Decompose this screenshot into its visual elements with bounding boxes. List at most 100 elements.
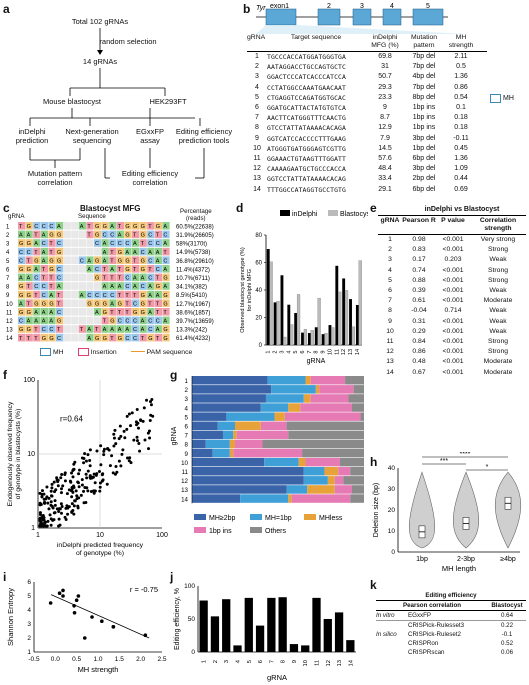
d-ytick-label: 40 — [255, 288, 262, 294]
f-point — [43, 524, 47, 528]
flow-ngs2: sequencing — [73, 136, 111, 145]
align-base-cell — [40, 247, 48, 256]
align-base-cell — [139, 290, 147, 299]
exon4-label: 4 — [390, 3, 394, 10]
f-point — [73, 499, 77, 503]
f-point — [125, 456, 129, 460]
align-base: C — [95, 293, 99, 299]
align-grna-id: 5 — [6, 259, 10, 265]
align-base: C — [148, 241, 152, 247]
align-base-cell — [71, 316, 79, 325]
g-bar-segment — [303, 467, 325, 476]
grna-seq: GGACTCCCATCACCCATCCA — [267, 73, 346, 82]
align-base: T — [27, 258, 31, 264]
d-legend-2: Blastocyst — [340, 211, 368, 218]
align-base: T — [156, 301, 160, 307]
corr-cell: <0.001 — [442, 287, 464, 295]
f-point — [119, 464, 123, 468]
g-ytick-label: 10 — [181, 460, 188, 467]
align-base: T — [133, 258, 137, 264]
f-point — [77, 472, 81, 476]
eff-value: 0.22 — [500, 622, 514, 629]
f-point — [99, 444, 103, 448]
f-point — [63, 479, 67, 483]
grna-pattern: 4bp del — [412, 73, 436, 81]
align-base-cell — [147, 299, 155, 307]
f-point — [128, 456, 132, 460]
target-col: Target sequence — [290, 34, 342, 41]
f-point — [149, 400, 153, 404]
corr-cell: <0.001 — [442, 338, 464, 346]
align-base-cell — [116, 308, 124, 316]
align-base-cell — [162, 273, 170, 282]
grna-row: 1 TGCCCACCATGGATGGGTGA 69.8 7bp del 2.11 — [247, 52, 487, 62]
d-bar-blastocyst — [344, 290, 349, 346]
align-base: C — [57, 310, 61, 316]
j-bar — [312, 597, 321, 652]
align-base: T — [80, 327, 84, 333]
align-base: T — [133, 233, 137, 239]
j-bar — [346, 640, 355, 652]
grna-mh: 1.36 — [454, 155, 468, 163]
align-base: G — [103, 336, 107, 342]
f-point — [102, 453, 106, 457]
align-base: T — [156, 310, 160, 316]
align-base-cell — [109, 308, 117, 316]
align-base: A — [103, 327, 107, 333]
d-legend-1: inDelphi — [292, 211, 318, 218]
corr-cell: 2 — [388, 246, 392, 254]
grna-row: 13 GGTCCTATTATAAAACACAG 33.4 2bp del 0.44 — [247, 174, 487, 184]
align-base-cell — [132, 222, 140, 230]
j-bar — [222, 599, 231, 652]
grna-seq: AATAGGACCTGCCAGTGCTC — [267, 63, 346, 72]
alignment-panel: 1 T G C C C A A T G G A T G G G T G A 60.5%(22638)2 A A T A G G T G… — [6, 222, 214, 342]
g-ytick-label: 1 — [185, 378, 189, 385]
eff-value: 0.06 — [500, 649, 514, 656]
f-point — [91, 475, 95, 479]
align-base-cell — [25, 299, 33, 307]
f-point — [86, 469, 90, 473]
d-bar-blastocyst — [283, 336, 287, 346]
align-base-cell — [33, 308, 41, 316]
align-base-cell — [116, 247, 124, 256]
align-base-cell — [78, 316, 86, 325]
align-base: C — [103, 293, 107, 299]
f-point — [38, 524, 42, 528]
f-point — [65, 504, 69, 508]
d-bar-blastocyst — [269, 261, 273, 346]
align-base-cell — [94, 247, 102, 256]
g-ytick-label: 13 — [181, 487, 188, 494]
g-bar-segment — [222, 430, 234, 440]
corr-cell: <0.001 — [442, 236, 464, 243]
align-base: A — [163, 224, 167, 230]
g-bar-segment — [192, 457, 265, 467]
align-base: C — [49, 327, 53, 333]
f-point — [92, 489, 96, 493]
align-base-cell — [78, 239, 86, 247]
g-bar-segment — [274, 412, 285, 421]
f-point — [43, 501, 47, 505]
align-base-cell — [94, 290, 102, 299]
align-base: A — [156, 250, 160, 256]
align-base: A — [103, 284, 107, 290]
i-xtick-label: 1.5 — [115, 656, 124, 663]
align-base-cell — [162, 308, 170, 316]
grna-seq: CCTATGGCCAAATGAACAAT — [267, 83, 346, 92]
align-base-cell — [109, 282, 117, 290]
j-bar — [210, 616, 220, 652]
align-base-cell — [48, 247, 56, 256]
align-base: T — [125, 310, 129, 316]
align-base-cell — [48, 256, 56, 264]
panel-label-i: i — [3, 570, 7, 584]
d-bar-indelphi — [328, 325, 332, 345]
align-base-cell — [56, 256, 64, 264]
f-xlabel: inDelphi predicted frequency — [57, 542, 144, 549]
exon3-label: 3 — [360, 3, 364, 10]
align-base: A — [34, 267, 38, 273]
corr-cell: 0.48 — [412, 358, 426, 366]
align-base-cell — [116, 239, 124, 247]
d-bar-indelphi — [294, 312, 298, 345]
j-xtick-label: 8 — [281, 660, 287, 663]
i-point — [82, 636, 87, 640]
